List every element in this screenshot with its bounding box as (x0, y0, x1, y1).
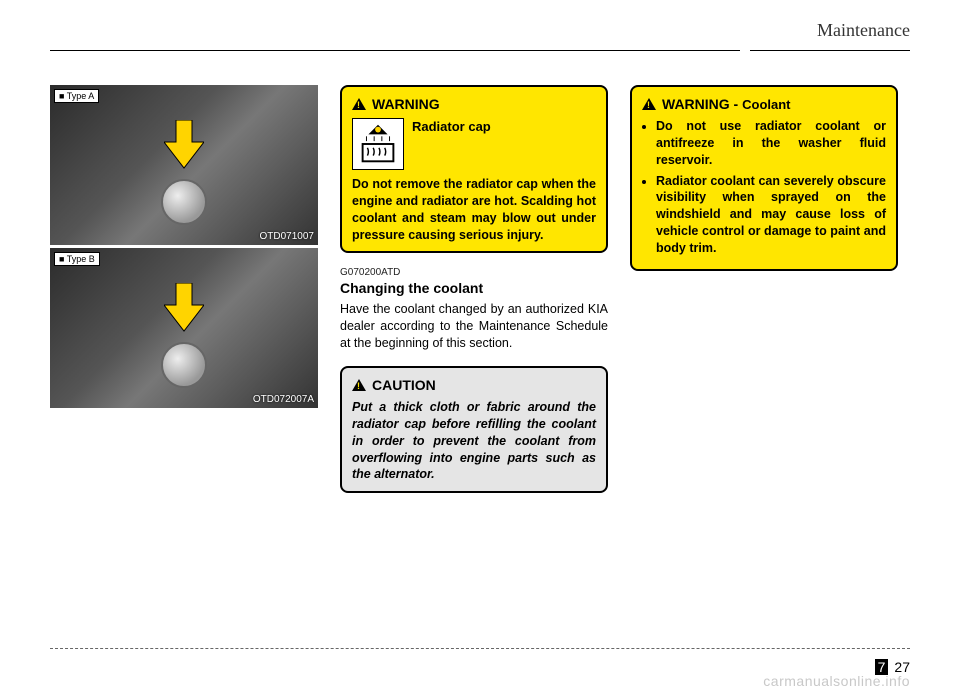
photo-label: Type A (54, 89, 99, 103)
radiator-cap-icon (161, 342, 207, 388)
photo-code: OTD072007A (253, 394, 314, 405)
arrow-down-icon (164, 120, 204, 170)
footer-rule (50, 648, 910, 649)
warning-box-radiator-cap: WARNING Radiator cap Do not remove the r… (340, 85, 608, 253)
header-rule-gap (740, 50, 750, 51)
engine-photo-type-b: Type B OTD072007A (50, 248, 318, 408)
caution-box: CAUTION Put a thick cloth or fabric arou… (340, 366, 608, 493)
warning-box-coolant: WARNING - Coolant Do not use radiator co… (630, 85, 898, 271)
caution-body: Put a thick cloth or fabric around the r… (352, 399, 596, 483)
engine-photo-type-a: Type A OTD071007 (50, 85, 318, 245)
warning-title: WARNING (372, 95, 440, 114)
warning-title: WARNING - (662, 96, 742, 112)
caution-title: CAUTION (372, 376, 436, 395)
header-rule (50, 50, 910, 51)
hot-radiator-icon (352, 118, 404, 170)
section-title: Changing the coolant (340, 280, 608, 296)
photo-label: Type B (54, 252, 100, 266)
section-code: G070200ATD (340, 267, 608, 278)
arrow-down-icon (164, 283, 204, 333)
page-section-title: Maintenance (817, 20, 910, 41)
section-body: Have the coolant changed by an authorize… (340, 301, 608, 352)
warning-list-item: Radiator coolant can severely obscure vi… (656, 173, 886, 257)
warning-triangle-icon (352, 379, 366, 391)
warning-triangle-icon (352, 98, 366, 110)
watermark: carmanualsonline.info (763, 673, 910, 689)
photo-code: OTD071007 (260, 231, 314, 242)
warning-subtitle: Coolant (742, 97, 790, 112)
warning-subtitle: Radiator cap (412, 118, 491, 136)
warning-list-item: Do not use radiator coolant or antifreez… (656, 118, 886, 169)
radiator-cap-icon (161, 179, 207, 225)
warning-body: Do not remove the radiator cap when the … (352, 176, 596, 244)
warning-triangle-icon (642, 98, 656, 110)
